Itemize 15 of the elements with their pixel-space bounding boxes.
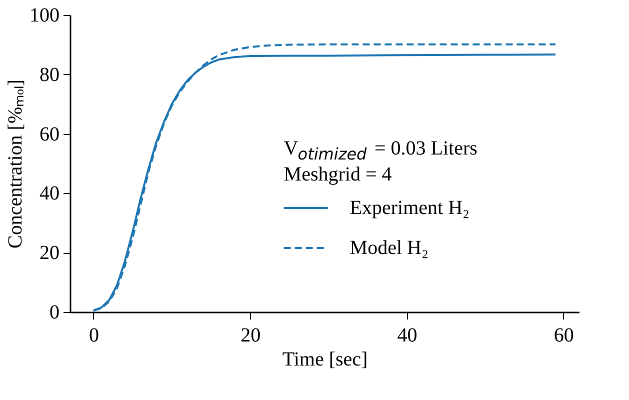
y-tick-label: 80 [40,64,60,86]
y-tick-label: 100 [30,4,60,26]
x-tick-label: 40 [397,324,418,346]
x-tick-label: 60 [554,324,574,346]
x-axis-title: Time [sec] [282,348,368,370]
y-tick-label: 0 [50,302,60,324]
x-tick-label: 0 [88,324,99,346]
legend-label: Model H₂ [350,237,428,260]
annotation: Meshgrid = 4 [284,164,392,186]
y-axis-title: Concentration [%ₘₒₗ] [4,79,26,249]
y-tick-label: 40 [40,182,60,205]
legend-label: Experiment H₂ [350,197,470,220]
y-tick-label: 20 [40,242,60,264]
y-tick-label: 60 [40,123,60,146]
x-tick-label: 20 [240,324,261,346]
